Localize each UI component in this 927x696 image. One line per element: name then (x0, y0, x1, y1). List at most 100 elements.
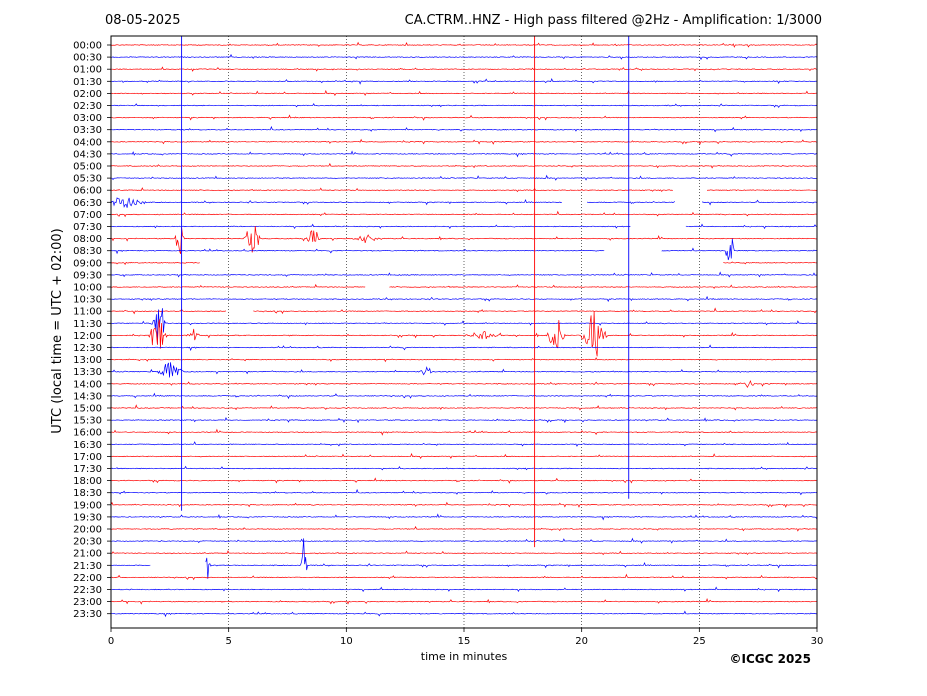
trace-23:00 (110, 598, 818, 605)
trace-04:00 (110, 138, 818, 145)
trace-23:30 (110, 610, 818, 618)
y-tick-21:00: 21:00 (73, 549, 102, 560)
y-tick-22:00: 22:00 (73, 573, 102, 584)
y-axis-label: UTC (local time = UTC + 02:00) (50, 228, 65, 433)
plot-frame (110, 35, 818, 629)
y-tick-23:30: 23:30 (73, 609, 102, 620)
trace-00:00 (110, 41, 818, 48)
y-tick-14:30: 14:30 (73, 391, 102, 402)
y-tick-19:30: 19:30 (73, 512, 102, 523)
y-tick-20:00: 20:00 (73, 525, 102, 536)
y-tick-labels: 00:0000:3001:0001:3002:0002:3003:0003:30… (73, 41, 111, 620)
trace-06:30 (110, 197, 818, 208)
x-tick-25: 25 (693, 636, 706, 647)
trace-22:30 (110, 586, 818, 593)
y-tick-20:30: 20:30 (73, 537, 102, 548)
y-tick-09:30: 09:30 (73, 270, 102, 281)
x-tick-15: 15 (458, 636, 471, 647)
trace-12:30 (110, 344, 818, 352)
trace-11:30 (110, 308, 818, 345)
trace-14:00 (110, 380, 818, 389)
trace-07:30 (110, 223, 818, 230)
trace-22:00 (110, 573, 818, 581)
y-tick-13:00: 13:00 (73, 355, 102, 366)
trace-09:00 (110, 261, 818, 265)
y-tick-01:00: 01:00 (73, 65, 102, 76)
trace-20:30 (110, 537, 818, 544)
y-tick-01:30: 01:30 (73, 77, 102, 88)
trace-21:30 (110, 538, 818, 579)
trace-15:00 (110, 404, 818, 411)
y-tick-18:00: 18:00 (73, 476, 102, 487)
y-tick-19:00: 19:00 (73, 500, 102, 511)
y-tick-00:30: 00:30 (73, 53, 102, 64)
trace-rows (110, 41, 818, 618)
x-tick-30: 30 (811, 636, 824, 647)
y-tick-13:30: 13:30 (73, 367, 102, 378)
y-tick-07:00: 07:00 (73, 210, 102, 221)
y-tick-02:00: 02:00 (73, 89, 102, 100)
trace-16:00 (110, 428, 818, 436)
trace-17:00 (110, 452, 818, 460)
y-tick-03:30: 03:30 (73, 125, 102, 136)
trace-10:30 (110, 295, 818, 302)
trace-08:30 (110, 238, 818, 261)
trace-19:30 (110, 513, 818, 521)
y-tick-06:00: 06:00 (73, 186, 102, 197)
trace-06:00 (110, 187, 818, 193)
y-tick-10:00: 10:00 (73, 283, 102, 294)
y-tick-05:30: 05:30 (73, 174, 102, 185)
y-tick-00:00: 00:00 (73, 41, 102, 52)
trace-14:30 (110, 392, 818, 400)
trace-21:00 (110, 550, 818, 556)
x-tick-labels: 0 5 10 15 20 25 30 (108, 628, 824, 647)
y-tick-15:30: 15:30 (73, 416, 102, 427)
trace-05:30 (110, 174, 818, 181)
y-tick-11:00: 11:00 (73, 307, 102, 318)
y-tick-18:30: 18:30 (73, 488, 102, 499)
x-tick-20: 20 (575, 636, 588, 647)
trace-00:30 (110, 53, 818, 61)
trace-01:30 (110, 78, 818, 85)
trace-15:30 (110, 417, 818, 424)
x-tick-5: 5 (225, 636, 231, 647)
trace-05:00 (110, 162, 818, 169)
trace-09:30 (110, 271, 818, 278)
y-tick-11:30: 11:30 (73, 319, 102, 330)
y-tick-16:00: 16:00 (73, 428, 102, 439)
y-tick-04:30: 04:30 (73, 149, 102, 160)
y-tick-04:00: 04:00 (73, 137, 102, 148)
trace-07:00 (110, 210, 818, 218)
trace-20:00 (110, 525, 818, 532)
trace-02:30 (110, 103, 818, 108)
vertical-spikes (181, 36, 630, 548)
trace-10:00 (110, 283, 818, 289)
trace-03:30 (110, 125, 818, 133)
trace-13:00 (110, 357, 818, 363)
trace-08:00 (110, 225, 818, 254)
trace-02:00 (110, 89, 818, 97)
y-tick-14:00: 14:00 (73, 379, 102, 390)
copyright: ©ICGC 2025 (729, 652, 811, 666)
trace-17:30 (110, 465, 818, 471)
trace-18:00 (110, 477, 818, 484)
title-date: 08-05-2025 (105, 13, 181, 28)
trace-16:30 (110, 441, 818, 447)
y-tick-06:30: 06:30 (73, 198, 102, 209)
y-tick-12:30: 12:30 (73, 343, 102, 354)
y-tick-08:30: 08:30 (73, 246, 102, 257)
y-tick-10:30: 10:30 (73, 295, 102, 306)
y-tick-22:30: 22:30 (73, 585, 102, 596)
y-tick-12:00: 12:00 (73, 331, 102, 342)
y-tick-21:30: 21:30 (73, 561, 102, 572)
y-tick-15:00: 15:00 (73, 404, 102, 415)
y-tick-03:00: 03:00 (73, 113, 102, 124)
y-tick-05:00: 05:00 (73, 162, 102, 173)
x-tick-10: 10 (340, 636, 353, 647)
y-tick-17:30: 17:30 (73, 464, 102, 475)
y-tick-09:00: 09:00 (73, 258, 102, 269)
title-station: CA.CTRM..HNZ - High pass filtered @2Hz -… (405, 13, 822, 28)
trace-13:30 (110, 362, 818, 378)
trace-03:00 (110, 114, 818, 121)
x-tick-0: 0 (108, 636, 114, 647)
